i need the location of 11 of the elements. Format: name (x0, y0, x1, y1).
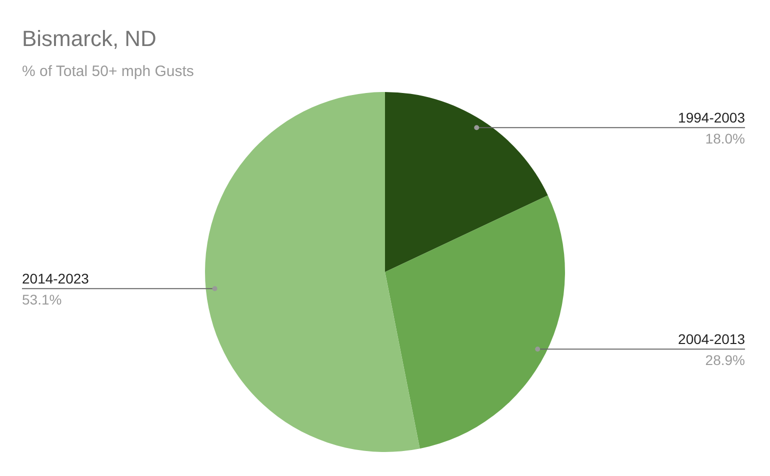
data-label: 28.9% (705, 352, 745, 368)
slice-label: 2014-2023 (22, 270, 90, 287)
slice-label: 1994-2003 (678, 110, 746, 126)
pie-slice (385, 195, 565, 449)
slice-label: 2004-2013 (678, 331, 746, 348)
data-label: 18.0% (705, 130, 745, 147)
chart-title: Bismarck, ND (22, 26, 156, 51)
pie-slice (205, 92, 420, 452)
pie-slice (385, 92, 548, 272)
chart-subtitle: % of Total 50+ mph Gusts (22, 63, 194, 80)
data-label: 53.1% (22, 292, 62, 308)
